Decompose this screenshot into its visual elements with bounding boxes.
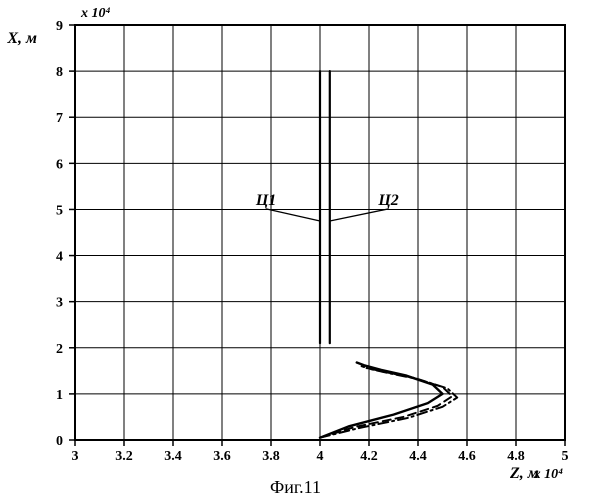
y-tick-label: 5: [56, 203, 63, 218]
y-tick-label: 2: [56, 342, 63, 357]
trajectory-chart: 3 3.2 3.4 3.6 3.8 4 4.2 4.4 4.6 4.8 5 0 1 2 3 4 5 6 7 8 9 x 1…: [0, 0, 591, 500]
x-tick-label: 4.4: [409, 449, 427, 464]
x-tick-label: 4.8: [507, 449, 525, 464]
y-tick-label: 4: [56, 250, 63, 265]
chart-background: [0, 0, 591, 500]
y-tick-label: 1: [56, 388, 63, 403]
x-tick-label: 4.2: [360, 449, 378, 464]
figure-container: 3 3.2 3.4 3.6 3.8 4 4.2 4.4 4.6 4.8 5 0 1 2 3 4 5 6 7 8 9 x 1…: [0, 0, 591, 500]
y-axis-label: X, м: [6, 30, 37, 47]
y-tick-label: 8: [56, 65, 63, 80]
y-tick-label: 0: [56, 434, 63, 449]
anno-c2-label: Ц2: [377, 192, 398, 209]
x-tick-label: 3.2: [115, 449, 133, 464]
x-tick-label: 4: [317, 449, 324, 464]
y-tick-label: 9: [56, 19, 63, 34]
figure-caption: Фиг.11: [0, 477, 591, 498]
x-tick-label: 3.6: [213, 449, 231, 464]
y-tick-label: 7: [56, 111, 63, 126]
anno-c1-label: Ц1: [255, 192, 276, 209]
x-tick-label: 3: [72, 449, 79, 464]
y-exponent: x 10⁴: [80, 6, 111, 21]
x-tick-label: 3.8: [262, 449, 280, 464]
y-tick-label: 3: [56, 296, 63, 311]
x-tick-label: 4.6: [458, 449, 476, 464]
x-tick-label: 5: [562, 449, 569, 464]
y-tick-label: 6: [56, 157, 63, 172]
x-tick-label: 3.4: [164, 449, 182, 464]
